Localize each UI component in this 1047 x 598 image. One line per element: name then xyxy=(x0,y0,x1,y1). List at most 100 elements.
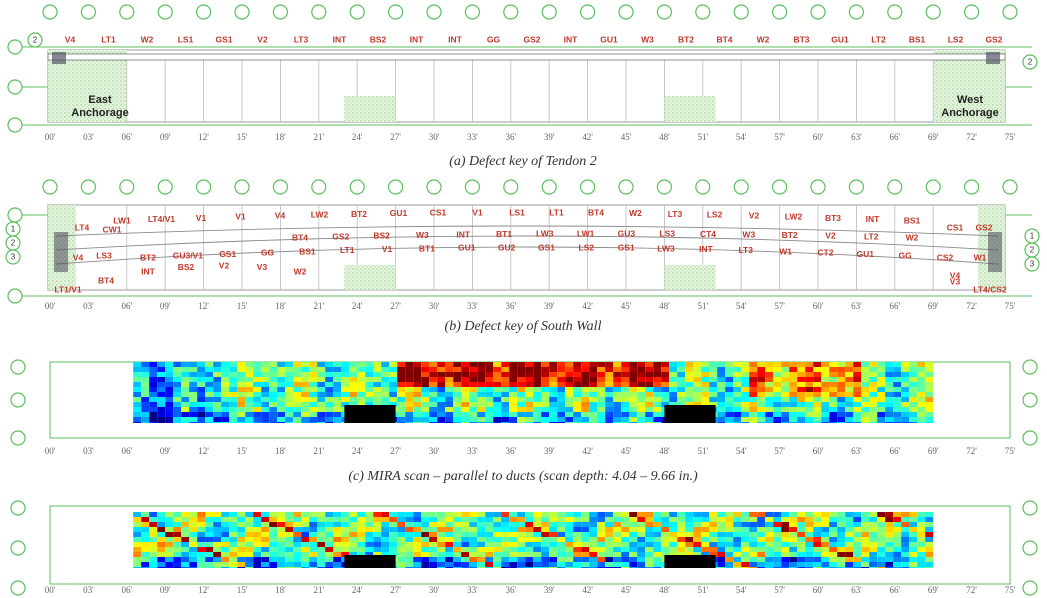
scan-cell xyxy=(509,407,517,412)
scan-cell xyxy=(141,547,149,552)
scan-cell xyxy=(573,542,581,547)
scan-cell xyxy=(285,417,293,422)
scan-cell xyxy=(197,407,205,412)
scan-cell xyxy=(501,512,509,517)
scan-cell xyxy=(885,392,893,397)
scan-cell xyxy=(669,377,677,382)
scan-cell xyxy=(885,362,893,367)
scan-cell xyxy=(549,547,557,552)
scan-cell xyxy=(845,402,853,407)
scan-cell xyxy=(197,362,205,367)
scan-cell xyxy=(821,547,829,552)
scan-cell xyxy=(573,362,581,367)
scan-cell xyxy=(341,397,349,402)
scan-cell xyxy=(621,537,629,542)
defect-label: V1 xyxy=(196,213,207,223)
scan-cell xyxy=(693,527,701,532)
scan-cell xyxy=(477,407,485,412)
scan-cell xyxy=(893,362,901,367)
defect-label: CS1 xyxy=(947,222,964,232)
scan-cell xyxy=(637,392,645,397)
scan-cell xyxy=(221,522,229,527)
scan-cell xyxy=(653,382,661,387)
scan-cell xyxy=(149,412,157,417)
grid-bubble xyxy=(11,431,25,445)
scan-cell xyxy=(509,527,517,532)
scan-cell xyxy=(861,522,869,527)
scan-cell xyxy=(709,362,717,367)
scan-cell xyxy=(861,542,869,547)
scan-cell xyxy=(429,387,437,392)
scan-cell xyxy=(885,532,893,537)
scan-cell xyxy=(645,547,653,552)
scan-cell xyxy=(789,372,797,377)
axis-tick-label: 63' xyxy=(851,132,862,142)
scan-cell xyxy=(853,392,861,397)
axis-tick-label: 45' xyxy=(621,301,632,311)
scan-cell xyxy=(445,547,453,552)
scan-cell xyxy=(189,397,197,402)
scan-cell xyxy=(645,557,653,562)
axis-tick-label: 54' xyxy=(736,132,747,142)
scan-cell xyxy=(205,542,213,547)
scan-cell xyxy=(317,417,325,422)
scan-cell xyxy=(773,367,781,372)
scan-cell xyxy=(621,522,629,527)
scan-cell xyxy=(525,567,533,568)
scan-cell xyxy=(917,377,925,382)
axis-tick-label: 60' xyxy=(813,301,824,311)
scan-cell xyxy=(453,362,461,367)
scan-cell xyxy=(461,377,469,382)
scan-cell xyxy=(453,382,461,387)
scan-cell xyxy=(509,562,517,567)
scan-cell xyxy=(373,377,381,382)
defect-label: BT3 xyxy=(793,34,809,44)
scan-cell xyxy=(637,517,645,522)
grid-bubble xyxy=(1023,541,1037,555)
scan-cell xyxy=(525,402,533,407)
scan-cell xyxy=(413,557,421,562)
scan-cell xyxy=(533,537,541,542)
scan-cell xyxy=(509,522,517,527)
scan-cell xyxy=(341,387,349,392)
scan-cell xyxy=(269,537,277,542)
scan-cell xyxy=(645,517,653,522)
scan-cell xyxy=(133,417,141,422)
scan-cell xyxy=(517,557,525,562)
scan-cell xyxy=(909,542,917,547)
scan-cell xyxy=(445,367,453,372)
scan-cell xyxy=(189,417,197,422)
scan-cell xyxy=(597,382,605,387)
scan-cell xyxy=(229,527,237,532)
scan-cell xyxy=(621,422,629,423)
scan-cell xyxy=(541,562,549,567)
scan-cell xyxy=(773,552,781,557)
scan-cell xyxy=(837,417,845,422)
scan-cell xyxy=(429,392,437,397)
scan-cell xyxy=(373,387,381,392)
scan-cell xyxy=(877,382,885,387)
scan-cell xyxy=(581,407,589,412)
scan-cell xyxy=(237,562,245,567)
defect-label: V1 xyxy=(235,212,246,222)
scan-cell xyxy=(485,527,493,532)
scan-cell xyxy=(765,542,773,547)
scan-cell xyxy=(917,527,925,532)
scan-cell xyxy=(509,397,517,402)
scan-cell xyxy=(605,562,613,567)
scan-cell xyxy=(141,512,149,517)
scan-cell xyxy=(317,372,325,377)
scan-cell xyxy=(149,532,157,537)
scan-cell xyxy=(549,412,557,417)
scan-cell xyxy=(845,552,853,557)
scan-cell xyxy=(173,382,181,387)
scan-cell xyxy=(237,547,245,552)
grid-bubble-label: 3 xyxy=(11,253,16,262)
scan-cell xyxy=(405,542,413,547)
scan-cell xyxy=(261,372,269,377)
scan-cell xyxy=(309,542,317,547)
scan-cell xyxy=(565,382,573,387)
scan-cell xyxy=(917,372,925,377)
scan-cell xyxy=(557,412,565,417)
scan-cell xyxy=(909,362,917,367)
